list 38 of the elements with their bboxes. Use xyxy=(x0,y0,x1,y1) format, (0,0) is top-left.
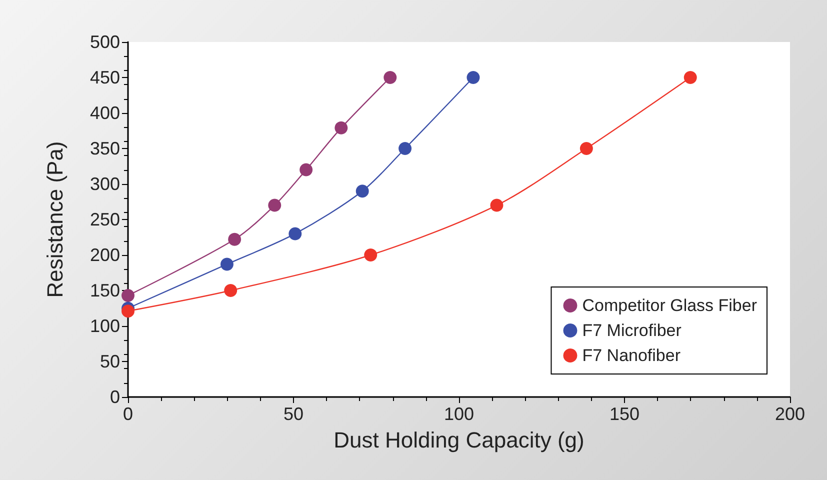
y-tick-label: 450 xyxy=(90,68,120,88)
point xyxy=(364,248,378,262)
point xyxy=(466,71,480,84)
point xyxy=(122,288,134,302)
x-axis-title: Dust Holding Capacity (g) xyxy=(334,428,584,452)
y-tick-label: 250 xyxy=(90,210,120,230)
point xyxy=(384,71,397,84)
point xyxy=(490,198,504,212)
point xyxy=(398,142,412,155)
y-axis-title: Resistance (Pa) xyxy=(42,141,68,298)
x-tick-label: 200 xyxy=(774,404,806,424)
point xyxy=(684,71,697,84)
x-tick-label: 150 xyxy=(609,404,640,424)
legend-label: Competitor Glass Fiber xyxy=(582,296,758,315)
legend-label: F7 Nanofiber xyxy=(582,346,681,365)
x-tick-label: 100 xyxy=(444,404,474,424)
point xyxy=(122,304,134,318)
x-tick-label: 50 xyxy=(283,404,304,424)
point xyxy=(356,184,369,198)
point xyxy=(300,163,313,176)
y-tick-label: 500 xyxy=(90,32,120,52)
y-tick-label: 200 xyxy=(90,245,120,265)
point xyxy=(224,284,238,297)
y-tick-label: 400 xyxy=(90,103,120,123)
point xyxy=(334,121,348,134)
point xyxy=(220,258,234,271)
point xyxy=(268,198,282,212)
y-tick-label: 100 xyxy=(90,316,120,336)
legend-label: F7 Microfiber xyxy=(582,321,682,340)
point xyxy=(228,232,242,246)
y-tick-label: 0 xyxy=(110,387,120,407)
y-tick-label: 50 xyxy=(100,352,120,372)
point xyxy=(580,142,593,155)
y-tick-label: 150 xyxy=(90,280,120,300)
y-tick-label: 300 xyxy=(90,174,120,194)
y-tick-label: 350 xyxy=(90,138,120,158)
x-tick-label: 0 xyxy=(122,404,134,424)
point xyxy=(288,227,302,240)
